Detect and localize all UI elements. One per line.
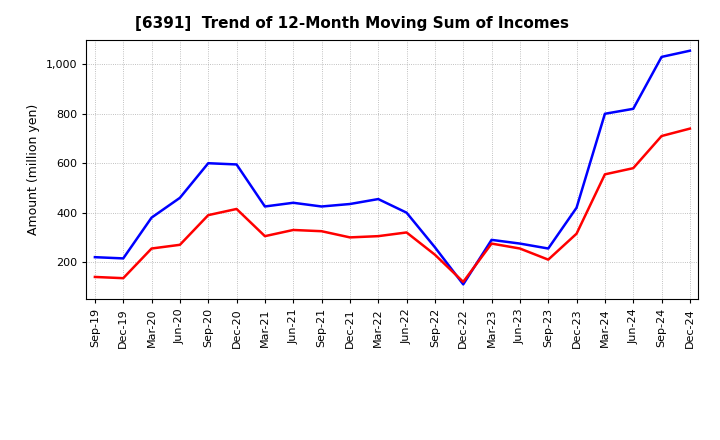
- Ordinary Income: [516, 241, 524, 246]
- Net Income: [431, 252, 439, 257]
- Net Income: [629, 165, 637, 171]
- Ordinary Income: [685, 48, 694, 53]
- Net Income: [657, 133, 666, 139]
- Net Income: [233, 206, 241, 212]
- Ordinary Income: [374, 196, 382, 202]
- Net Income: [204, 213, 212, 218]
- Ordinary Income: [402, 210, 411, 215]
- Ordinary Income: [346, 202, 354, 207]
- Net Income: [600, 172, 609, 177]
- Line: Net Income: Net Income: [95, 128, 690, 282]
- Ordinary Income: [289, 200, 297, 205]
- Net Income: [318, 228, 326, 234]
- Ordinary Income: [629, 106, 637, 111]
- Ordinary Income: [91, 254, 99, 260]
- Text: [6391]  Trend of 12-Month Moving Sum of Incomes: [6391] Trend of 12-Month Moving Sum of I…: [135, 16, 570, 32]
- Net Income: [544, 257, 552, 262]
- Ordinary Income: [544, 246, 552, 251]
- Ordinary Income: [176, 195, 184, 201]
- Y-axis label: Amount (million yen): Amount (million yen): [27, 104, 40, 235]
- Net Income: [572, 231, 581, 236]
- Ordinary Income: [487, 237, 496, 242]
- Net Income: [148, 246, 156, 251]
- Ordinary Income: [459, 282, 467, 287]
- Net Income: [516, 246, 524, 251]
- Ordinary Income: [657, 54, 666, 59]
- Ordinary Income: [318, 204, 326, 209]
- Ordinary Income: [431, 245, 439, 250]
- Line: Ordinary Income: Ordinary Income: [95, 51, 690, 284]
- Net Income: [91, 274, 99, 279]
- Ordinary Income: [572, 205, 581, 210]
- Ordinary Income: [148, 215, 156, 220]
- Ordinary Income: [204, 161, 212, 166]
- Net Income: [487, 241, 496, 246]
- Net Income: [119, 275, 127, 281]
- Ordinary Income: [261, 204, 269, 209]
- Net Income: [176, 242, 184, 247]
- Ordinary Income: [600, 111, 609, 117]
- Net Income: [346, 235, 354, 240]
- Ordinary Income: [233, 162, 241, 167]
- Ordinary Income: [119, 256, 127, 261]
- Net Income: [402, 230, 411, 235]
- Net Income: [289, 227, 297, 233]
- Net Income: [459, 279, 467, 285]
- Net Income: [261, 234, 269, 239]
- Net Income: [374, 234, 382, 239]
- Net Income: [685, 126, 694, 131]
